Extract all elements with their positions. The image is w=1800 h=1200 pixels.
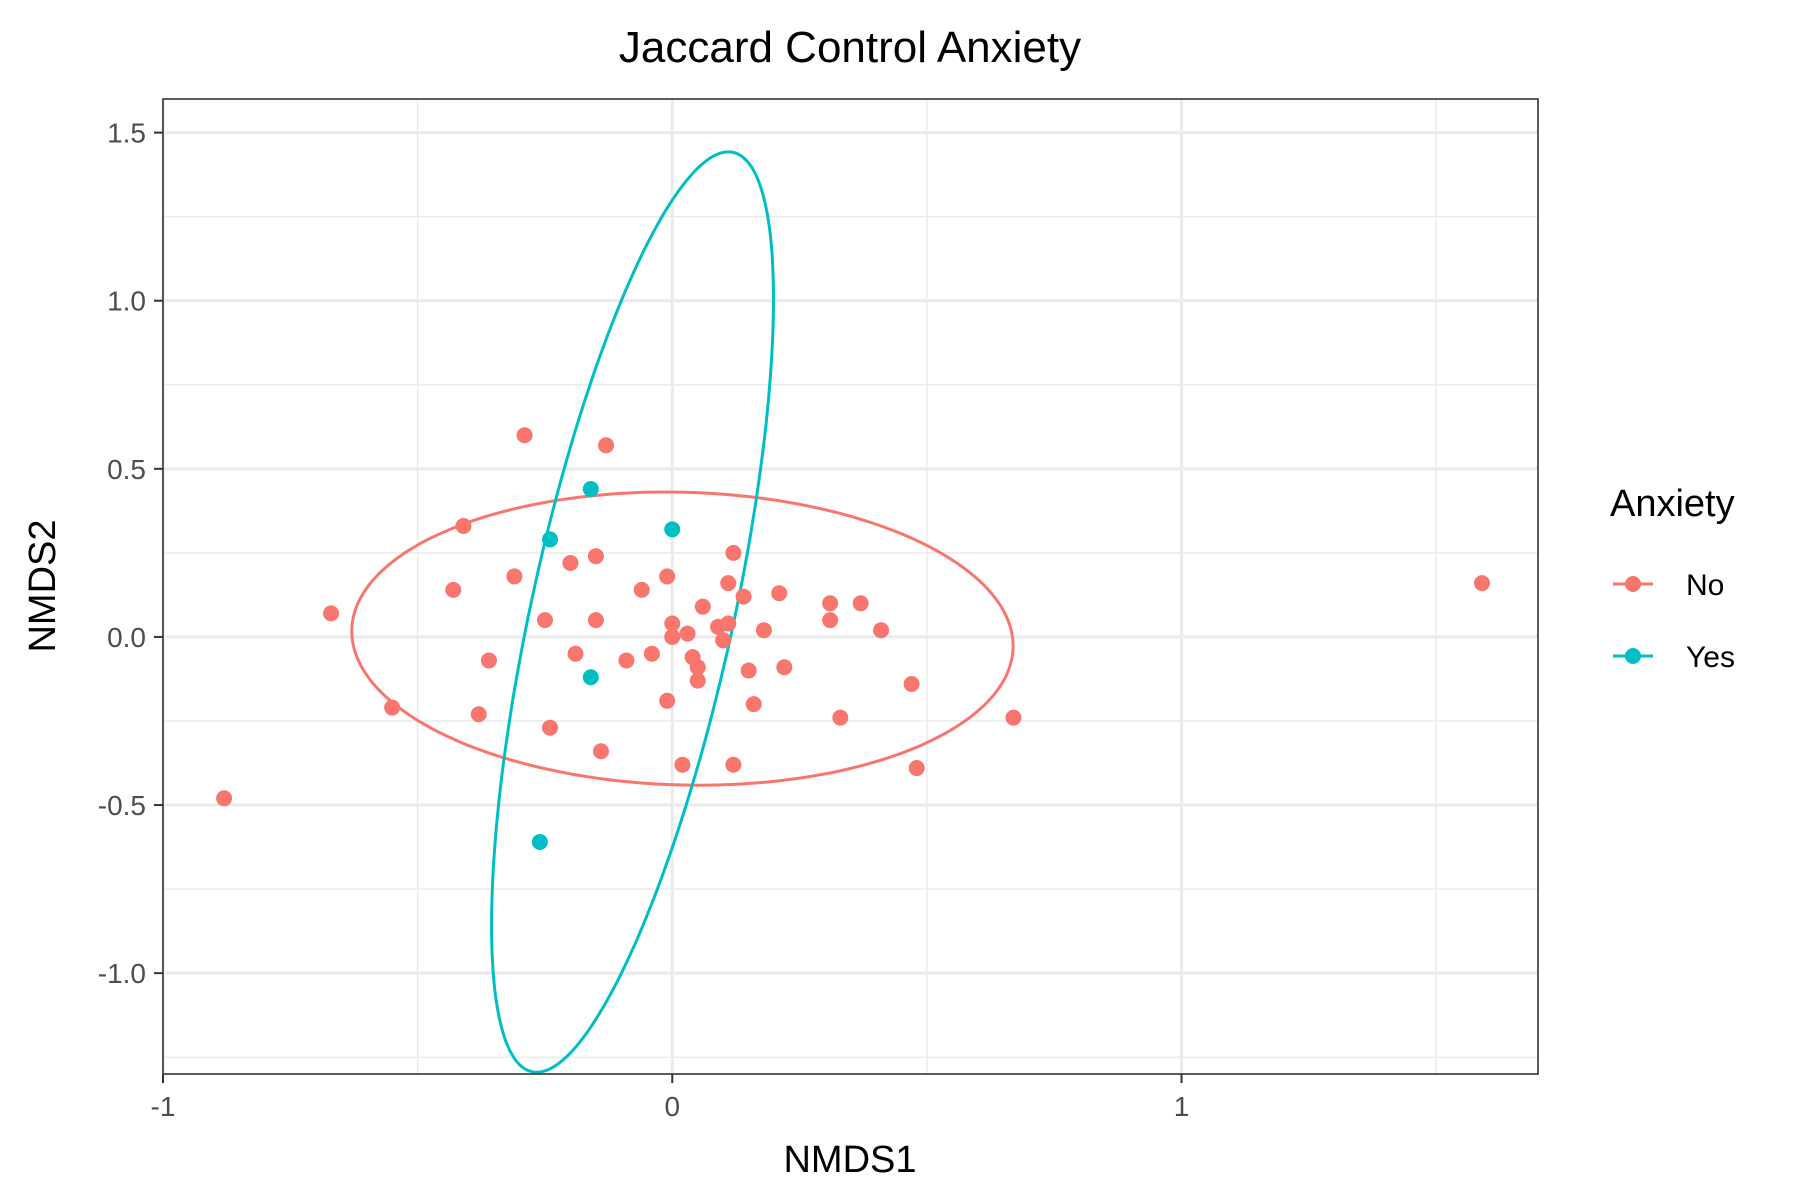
- y-tick-label: 1.0: [107, 286, 146, 317]
- point-yes: [664, 521, 681, 538]
- point-no: [480, 652, 497, 669]
- ellipse-yes: [490, 150, 775, 1074]
- legend-key-point: [1625, 648, 1641, 664]
- point-no: [720, 615, 737, 632]
- point-no: [776, 659, 793, 676]
- legend: Anxiety No Yes: [1610, 483, 1735, 674]
- point-no: [832, 709, 849, 726]
- point-no: [771, 585, 788, 602]
- point-no: [1473, 575, 1490, 592]
- point-yes: [582, 669, 599, 686]
- y-tick-label: -0.5: [98, 790, 146, 821]
- point-no: [216, 790, 233, 807]
- point-no: [735, 588, 752, 605]
- confidence-ellipses: [350, 150, 1015, 1074]
- legend-key-point: [1625, 576, 1641, 592]
- x-axis-title: NMDS1: [783, 1139, 916, 1181]
- point-yes: [582, 481, 599, 497]
- point-no: [542, 719, 559, 736]
- point-no: [720, 575, 737, 592]
- point-yes: [542, 531, 559, 548]
- point-no: [852, 595, 869, 612]
- x-tick-label: -1: [151, 1091, 176, 1122]
- point-no: [587, 612, 604, 629]
- chart-title: Jaccard Control Anxiety: [619, 23, 1081, 72]
- point-no: [679, 625, 696, 642]
- point-no: [587, 548, 604, 565]
- y-tick-label: 0.0: [107, 622, 146, 653]
- point-no: [506, 568, 523, 585]
- point-no: [1005, 709, 1022, 726]
- point-no: [516, 427, 533, 444]
- ellipse-no: [350, 490, 1015, 787]
- point-no: [740, 662, 757, 679]
- point-no: [633, 581, 650, 598]
- point-no: [562, 554, 579, 571]
- grid-lines: [161, 99, 1538, 1074]
- legend-title: Anxiety: [1610, 483, 1735, 525]
- point-no: [598, 437, 615, 454]
- point-no: [664, 628, 681, 645]
- point-no: [674, 756, 691, 773]
- x-tick-label: 0: [664, 1091, 680, 1122]
- y-tick-label: -1.0: [98, 958, 146, 989]
- point-no: [755, 622, 772, 639]
- axes: -1 0 1 -1.0 -0.5 0.0 0.5 1.0 1.5: [98, 118, 1190, 1122]
- point-no: [822, 595, 839, 612]
- point-no: [689, 672, 706, 689]
- point-no: [745, 696, 762, 713]
- legend-label: Yes: [1686, 641, 1735, 674]
- point-no: [689, 659, 706, 676]
- point-no: [664, 615, 681, 632]
- y-tick-label: 0.5: [107, 454, 146, 485]
- point-no: [384, 699, 401, 716]
- plot-panel: [162, 98, 1539, 1075]
- point-no: [725, 756, 742, 773]
- point-no: [323, 605, 340, 622]
- point-no: [618, 652, 635, 669]
- point-no: [470, 706, 487, 723]
- point-no: [567, 645, 584, 662]
- point-no: [659, 692, 676, 709]
- point-no: [725, 544, 742, 561]
- point-no: [455, 517, 472, 534]
- y-tick-label: 1.5: [107, 118, 146, 149]
- point-no: [908, 760, 925, 777]
- point-no: [694, 598, 711, 615]
- point-no: [715, 632, 732, 649]
- point-no: [822, 612, 839, 629]
- legend-item-yes: Yes: [1613, 641, 1735, 674]
- point-yes: [531, 834, 548, 851]
- data-points: [216, 427, 1490, 851]
- x-tick-label: 1: [1174, 1091, 1190, 1122]
- point-no: [592, 743, 609, 760]
- point-no: [643, 645, 660, 662]
- point-no: [536, 612, 553, 629]
- legend-entries: No Yes: [1613, 569, 1735, 674]
- point-no: [445, 581, 462, 598]
- y-axis-title: NMDS2: [22, 519, 64, 652]
- point-no: [903, 676, 920, 692]
- legend-label: No: [1686, 569, 1724, 602]
- legend-item-no: No: [1613, 569, 1724, 602]
- point-no: [659, 568, 676, 585]
- point-no: [873, 622, 890, 639]
